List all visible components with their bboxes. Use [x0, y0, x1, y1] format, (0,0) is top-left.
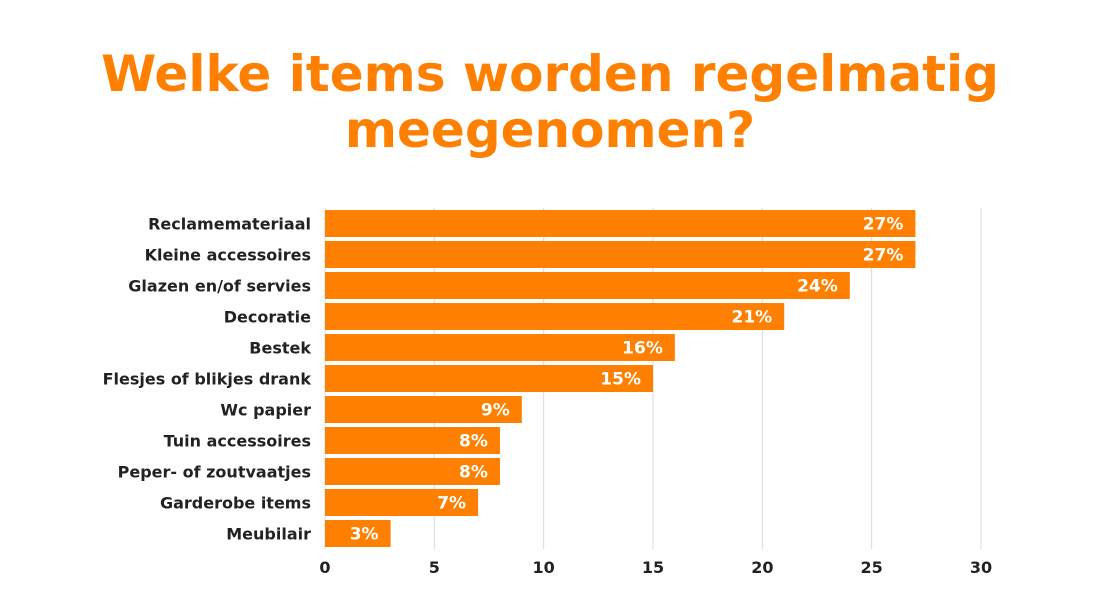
category-label: Peper- of zoutvaatjes: [118, 463, 311, 482]
category-label: Bestek: [249, 339, 311, 358]
bar: [325, 396, 522, 423]
data-label: 9%: [481, 401, 510, 421]
bar: [325, 334, 675, 361]
data-label: 8%: [459, 463, 488, 483]
chart-title-line-1: Welke items worden regelmatig: [101, 45, 999, 103]
category-label: Reclamemateriaal: [148, 215, 311, 234]
data-label: 8%: [459, 432, 488, 452]
data-labels: 27% 27% 24% 21% 16% 15% 9% 8% 8% 7% 3%: [350, 215, 904, 545]
bar: [325, 520, 391, 547]
category-label: Wc papier: [220, 401, 311, 420]
data-label: 16%: [622, 339, 663, 359]
chart-title: Welke items worden regelmatig meegenomen…: [0, 46, 1100, 158]
data-label: 24%: [797, 277, 838, 297]
data-label: 27%: [863, 246, 904, 266]
bar: [325, 241, 916, 268]
category-label: Decoratie: [224, 308, 311, 327]
category-label: Glazen en/of servies: [128, 277, 311, 296]
x-tick-label: 0: [319, 558, 330, 577]
bar: [325, 365, 653, 392]
x-axis-tick-labels: 0 5 10 15 20 25 30: [319, 558, 992, 577]
chart-title-line-2: meegenomen?: [344, 101, 756, 159]
x-tick-label: 20: [751, 558, 773, 577]
category-label: Meubilair: [226, 525, 311, 544]
x-tick-label: 5: [429, 558, 440, 577]
bars: [325, 210, 916, 547]
data-label: 7%: [437, 494, 466, 514]
category-label: Garderobe items: [160, 494, 311, 513]
data-label: 21%: [731, 308, 772, 328]
category-label: Kleine accessoires: [145, 246, 311, 265]
x-tick-label: 25: [861, 558, 883, 577]
x-tick-label: 30: [970, 558, 992, 577]
bar: [325, 427, 500, 454]
category-labels: Reclamemateriaal Kleine accessoires Glazen…: [103, 215, 312, 544]
data-label: 27%: [863, 215, 904, 235]
x-tick-label: 15: [642, 558, 664, 577]
category-label: Flesjes of blikjes drank: [103, 370, 312, 389]
bar: [325, 489, 479, 516]
bar: [325, 458, 500, 485]
bar: [325, 272, 850, 299]
data-label: 3%: [350, 525, 379, 545]
category-label: Tuin accessoires: [164, 432, 311, 451]
data-label: 15%: [600, 370, 641, 390]
bar: [325, 303, 785, 330]
x-tick-label: 10: [533, 558, 555, 577]
bar: [325, 210, 916, 237]
